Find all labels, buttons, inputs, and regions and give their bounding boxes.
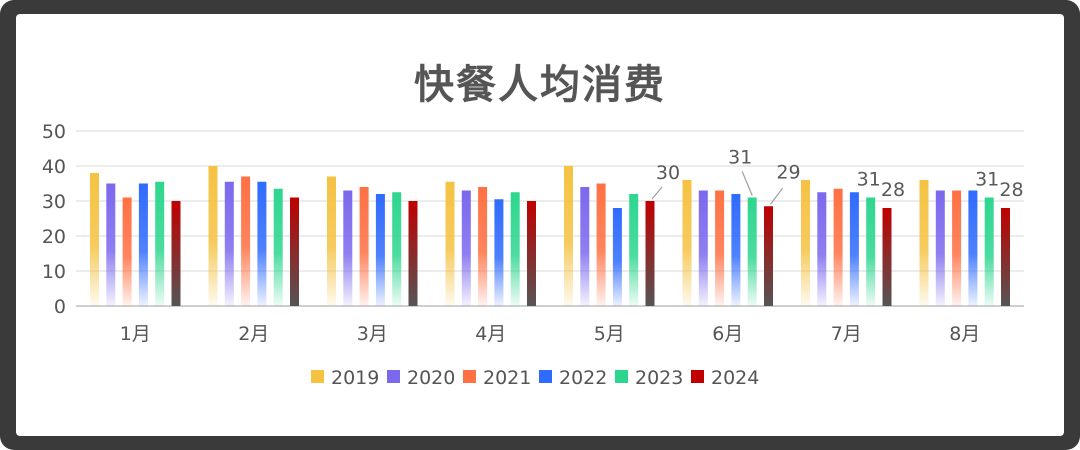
data-label: 31 [728, 147, 752, 169]
legend-label-2024: 2024 [711, 367, 759, 389]
x-category-label: 3月 [357, 323, 388, 345]
bar-2022-1月 [138, 183, 148, 306]
data-label: 29 [776, 161, 800, 183]
bar-2021-6月 [715, 190, 725, 306]
bar-2019-5月 [564, 166, 573, 306]
bar-2021-7月 [833, 188, 843, 306]
legend-swatch-2019 [311, 370, 324, 383]
bar-2020-1月 [106, 183, 116, 306]
data-label: 28 [999, 179, 1023, 201]
data-label: 31 [975, 169, 999, 191]
bar-2024-8月 [1001, 208, 1010, 306]
bar-2024-2月 [290, 197, 299, 306]
bar-2020-7月 [817, 192, 827, 306]
bar-2020-4月 [461, 190, 471, 306]
data-label: 31 [857, 169, 881, 191]
bar-2019-2月 [208, 166, 218, 306]
chart-title: 快餐人均消费 [414, 62, 666, 108]
bar-2023-6月 [747, 197, 757, 306]
data-label-leader [741, 171, 753, 196]
bar-2023-5月 [629, 194, 639, 306]
bar-2023-2月 [273, 188, 283, 306]
bar-2023-3月 [392, 192, 402, 306]
data-label: 30 [656, 162, 680, 184]
legend-label-2019: 2019 [331, 367, 379, 389]
bar-2019-4月 [445, 181, 455, 306]
y-tick-label: 50 [42, 121, 66, 143]
x-category-label: 5月 [594, 323, 625, 345]
bar-2020-5月 [580, 187, 590, 306]
bar-2024-1月 [171, 201, 181, 306]
bar-2022-8月 [968, 190, 978, 306]
bar-2019-8月 [919, 180, 929, 306]
bar-2022-4月 [494, 199, 504, 306]
bar-2021-8月 [952, 190, 962, 306]
bar-2024-4月 [527, 201, 536, 306]
bar-2020-8月 [935, 190, 945, 306]
y-tick-label: 10 [42, 261, 66, 283]
bar-2019-6月 [682, 180, 692, 306]
legend-swatch-2022 [539, 370, 552, 383]
legend-label-2021: 2021 [483, 367, 531, 389]
data-label-leader [770, 187, 783, 205]
bar-2024-5月 [645, 201, 655, 306]
x-category-label: 8月 [949, 323, 980, 345]
bar-2022-6月 [731, 194, 741, 306]
legend-swatch-2021 [463, 370, 476, 383]
bar-2022-5月 [612, 208, 622, 306]
data-label: 28 [881, 179, 905, 201]
bar-2020-2月 [224, 181, 234, 306]
bar-2021-5月 [596, 183, 606, 306]
bar-2021-3月 [359, 187, 369, 306]
bar-2024-3月 [408, 201, 418, 306]
bar-2022-7月 [849, 192, 859, 306]
bar-2019-3月 [327, 176, 336, 306]
legend-label-2022: 2022 [559, 367, 607, 389]
legend-swatch-2023 [615, 370, 628, 383]
bar-2021-1月 [122, 197, 132, 306]
bar-2023-1月 [155, 181, 165, 306]
legend-label-2020: 2020 [407, 367, 455, 389]
x-category-label: 1月 [120, 323, 151, 345]
bar-2019-1月 [90, 173, 99, 306]
legend-swatch-2024 [691, 370, 704, 383]
bar-2022-3月 [375, 194, 385, 306]
bar-2022-2月 [257, 181, 267, 306]
bar-2021-2月 [241, 176, 251, 306]
x-category-label: 6月 [712, 323, 743, 345]
bar-2023-7月 [866, 197, 876, 306]
bar-2023-8月 [984, 197, 994, 306]
x-category-label: 7月 [831, 323, 862, 345]
x-category-label: 4月 [475, 323, 506, 345]
y-tick-label: 0 [54, 296, 66, 318]
bar-2024-7月 [882, 208, 892, 306]
y-tick-label: 30 [42, 191, 66, 213]
bar-2020-6月 [698, 190, 708, 306]
legend-label-2023: 2023 [635, 367, 683, 389]
data-label-leader [651, 186, 663, 200]
y-tick-label: 20 [42, 226, 66, 248]
bar-2020-3月 [343, 190, 353, 306]
bar-2021-4月 [478, 187, 488, 306]
bar-2023-4月 [510, 192, 520, 306]
bar-2024-6月 [764, 206, 773, 306]
y-tick-label: 40 [42, 156, 66, 178]
legend-swatch-2020 [387, 370, 400, 383]
chart-panel: 快餐人均消费 30 31 29 31 28 31 28 0 10 20 30 40 50 1月 2月 3月 4… [16, 14, 1064, 436]
bar-2019-7月 [801, 180, 810, 306]
x-category-label: 2月 [238, 323, 269, 345]
